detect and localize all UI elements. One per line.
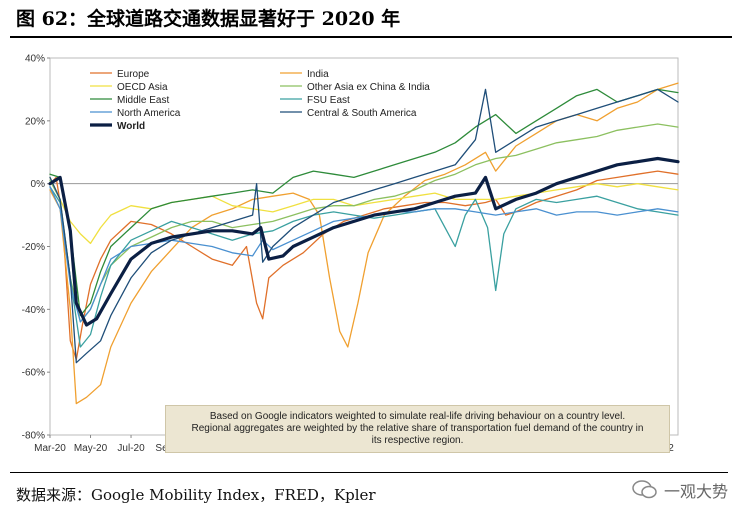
wechat-icon — [632, 480, 657, 499]
legend-label: World — [117, 121, 145, 132]
legend-label: Other Asia ex China & India — [307, 82, 430, 93]
x-tick-label: Mar-20 — [34, 443, 66, 454]
series-line-north-america — [49, 186, 679, 323]
figure-title: 图 62：全球道路交通数据显著好于 2020 年 — [16, 8, 401, 30]
y-tick-label: 0% — [31, 179, 46, 190]
title-rule — [10, 36, 732, 38]
chart-series — [48, 82, 680, 405]
y-tick-label: -80% — [22, 431, 45, 442]
chart-legend: Europe OECD Asia Middle East North America W… — [90, 69, 430, 132]
y-tick-label: -40% — [22, 305, 45, 316]
y-tick-label: 40% — [25, 54, 45, 65]
series-line-middle-east — [49, 88, 679, 317]
y-tick-label: 20% — [25, 116, 45, 127]
y-tick-label: -60% — [22, 368, 45, 379]
legend-label: OECD Asia — [117, 82, 168, 93]
series-line-europe — [49, 170, 679, 361]
series-line-other-asia-ex-china-india — [49, 123, 679, 323]
legend-label: Central & South America — [307, 108, 417, 119]
chart-container: -80% -60% -40% -20% 0% 20% 40% Mar-20 May-20 Jul-… — [10, 40, 728, 473]
y-tick-label: -20% — [22, 242, 45, 253]
watermark: 一观大势 — [632, 478, 728, 502]
chart-note: Based on Google indicators weighted to s… — [165, 405, 670, 453]
series-line-fsu-east — [49, 186, 679, 348]
x-tick-label: May-20 — [74, 443, 108, 454]
watermark-text: 一观大势 — [663, 482, 728, 501]
legend-label: India — [307, 69, 329, 80]
legend-label: Middle East — [117, 95, 169, 106]
note-line-1: Based on Google indicators weighted to s… — [209, 411, 626, 422]
note-line-3: its respective region. — [371, 435, 464, 446]
series-line-world — [48, 156, 680, 327]
legend-label: Europe — [117, 69, 150, 80]
series-line-oecd-asia — [49, 176, 679, 245]
legend-label: North America — [117, 108, 181, 119]
series-line-india — [49, 82, 679, 405]
source-note: 数据来源：Google Mobility Index，FRED，Kpler — [16, 486, 376, 504]
x-tick-label: Jul-20 — [117, 443, 145, 454]
series-line-central-south-america — [49, 88, 679, 364]
legend-label: FSU East — [307, 95, 350, 106]
note-line-2: Regional aggregates are weighted by the … — [191, 423, 644, 434]
